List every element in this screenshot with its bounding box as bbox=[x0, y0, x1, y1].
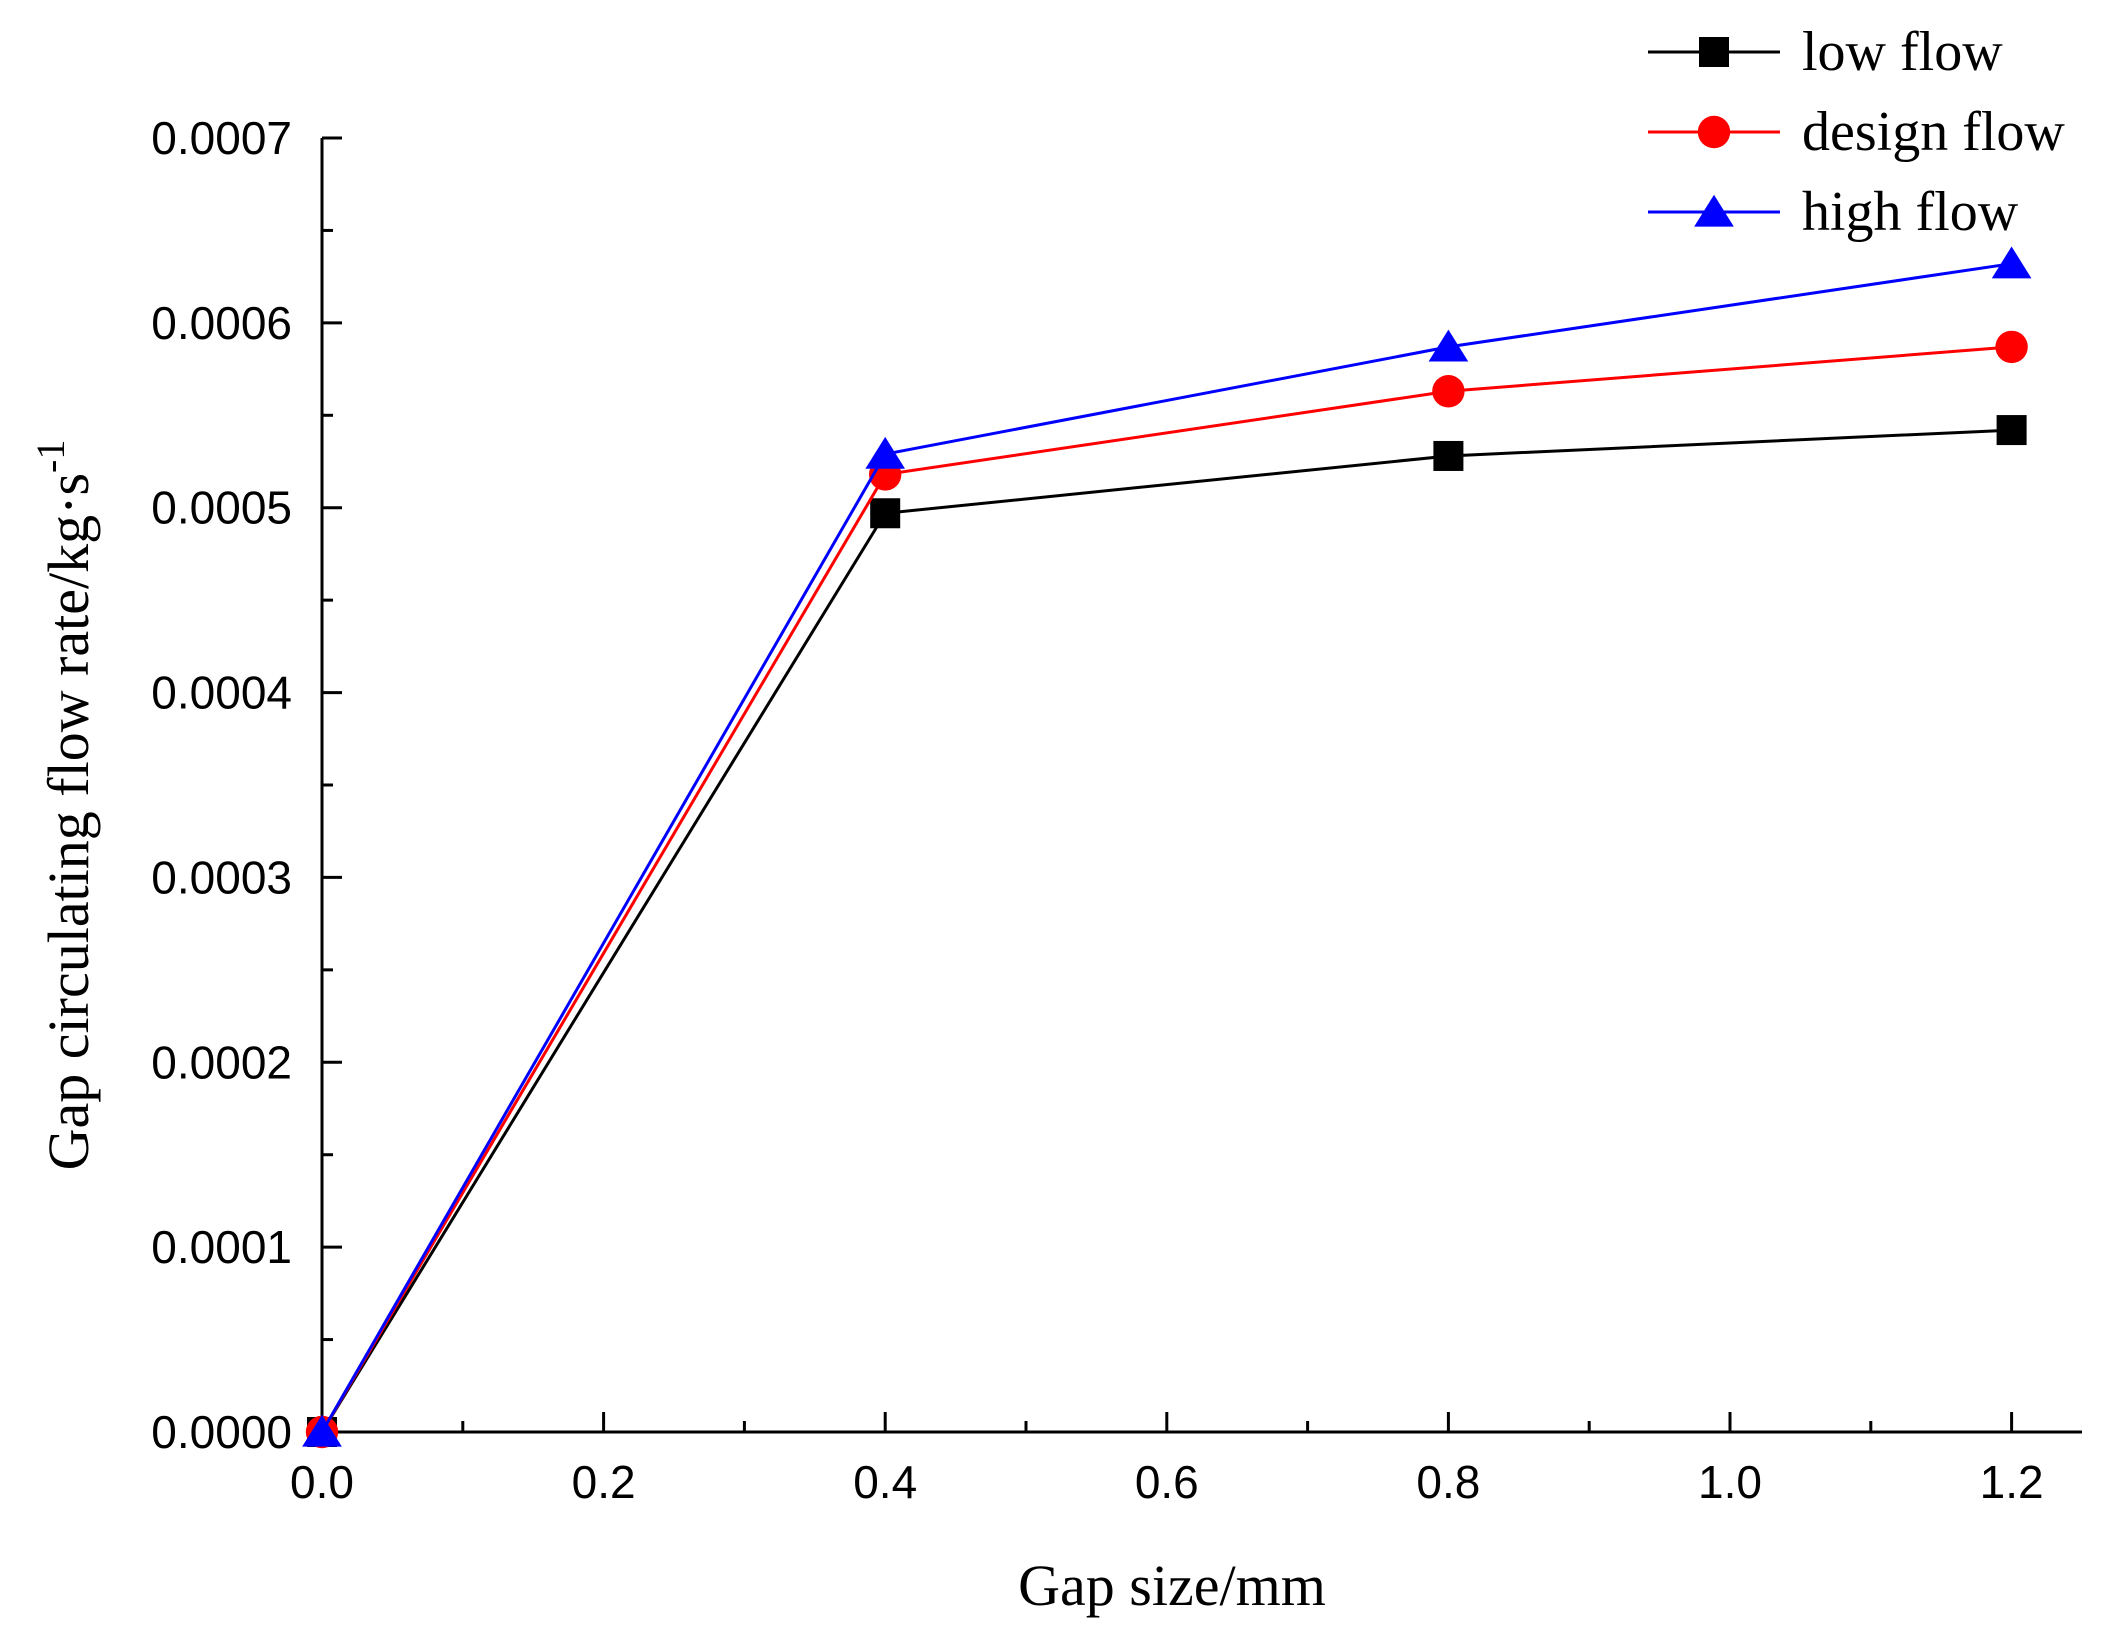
y-tick-label: 0.0002 bbox=[151, 1036, 292, 1088]
x-tick-label: 0.4 bbox=[853, 1456, 917, 1508]
data-point-design-flow bbox=[1995, 330, 2028, 364]
x-tick-label: 1.0 bbox=[1698, 1456, 1762, 1508]
legend-label: low flow bbox=[1802, 21, 2003, 83]
y-tick-label: 0.0000 bbox=[151, 1406, 292, 1458]
series-line-low-flow bbox=[320, 428, 2012, 1433]
data-point-design-flow bbox=[1432, 375, 1465, 408]
legend-label: high flow bbox=[1802, 181, 2019, 243]
legend: low flow design flow high flow bbox=[1648, 21, 2065, 243]
x-tick-label: 0.8 bbox=[1416, 1456, 1480, 1508]
data-point-high-flow bbox=[1428, 329, 1469, 362]
series-low-flow bbox=[307, 415, 2027, 1447]
series-line-high-flow bbox=[320, 262, 2012, 1433]
legend-marker-square bbox=[1699, 37, 1729, 67]
series-high-flow bbox=[302, 246, 2032, 1447]
axes bbox=[320, 138, 2082, 1434]
y-tick-label: 0.0001 bbox=[151, 1221, 292, 1273]
data-series bbox=[302, 246, 2032, 1449]
x-tick-label: 1.2 bbox=[1980, 1456, 2044, 1508]
data-point-low-flow bbox=[870, 498, 901, 529]
data-point-high-flow bbox=[865, 436, 906, 469]
series-design-flow bbox=[305, 330, 2028, 1449]
legend-item-low-flow: low flow bbox=[1648, 21, 2003, 83]
legend-item-design-flow: design flow bbox=[1648, 101, 2065, 163]
x-tick-label: 0.0 bbox=[290, 1456, 354, 1508]
legend-label: design flow bbox=[1802, 101, 2065, 163]
x-axis-title: Gap size/mm bbox=[1018, 1553, 1326, 1618]
y-tick-label: 0.0007 bbox=[151, 112, 292, 164]
x-tick-label: 0.6 bbox=[1135, 1456, 1199, 1508]
data-point-low-flow bbox=[1433, 440, 1464, 471]
x-axis-ticks: 0.0 0.2 0.4 0.6 0.8 1.0 1.2 bbox=[290, 1412, 2044, 1508]
y-axis-title: Gap circulating flow rate/kg·s-1 bbox=[28, 440, 101, 1171]
x-tick-label: 0.2 bbox=[572, 1456, 636, 1508]
y-tick-label: 0.0003 bbox=[151, 851, 292, 903]
y-tick-label: 0.0004 bbox=[151, 667, 292, 719]
legend-marker-circle bbox=[1697, 115, 1731, 149]
y-axis-title-main: Gap circulating flow rate/kg·s bbox=[36, 473, 101, 1170]
series-line-design-flow bbox=[320, 345, 2012, 1433]
data-point-high-flow bbox=[302, 1414, 342, 1447]
legend-item-high-flow: high flow bbox=[1648, 181, 2019, 243]
legend-marker-triangle bbox=[1694, 194, 1734, 227]
data-point-high-flow bbox=[1991, 246, 2032, 279]
y-axis-ticks: 0.0000 0.0001 0.0002 0.0003 0.0004 0.0005 0.00… bbox=[151, 112, 342, 1458]
y-tick-label: 0.0006 bbox=[151, 297, 292, 349]
y-axis-title-superscript: -1 bbox=[28, 440, 73, 473]
data-point-low-flow bbox=[1996, 415, 2027, 446]
y-tick-label: 0.0005 bbox=[151, 482, 292, 534]
